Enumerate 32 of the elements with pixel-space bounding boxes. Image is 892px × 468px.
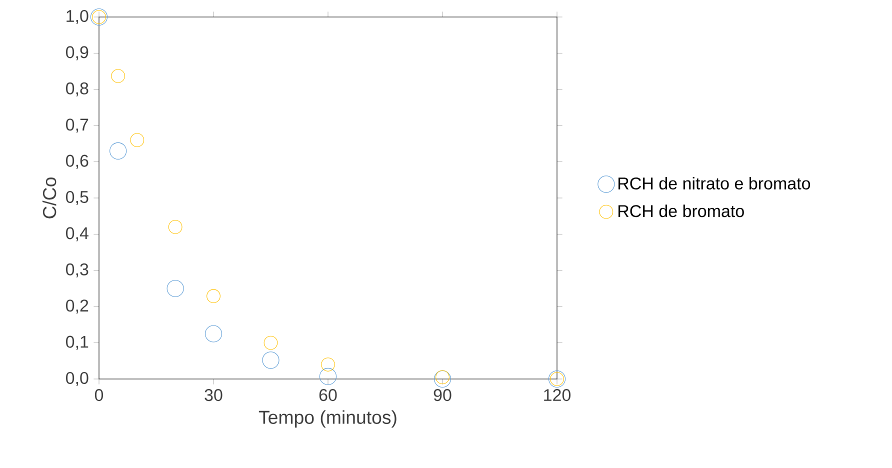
point	[130, 133, 144, 148]
point	[321, 358, 335, 372]
y-tick-label: 0,4	[66, 227, 88, 242]
point	[262, 352, 280, 369]
point	[436, 370, 450, 384]
x-tick-label: 60	[319, 389, 337, 402]
point	[168, 220, 182, 234]
point	[111, 69, 126, 83]
x-tick-label: 0	[94, 389, 104, 402]
y-tick-label: 0,7	[66, 118, 88, 133]
y-axis-title: C/Co	[42, 178, 56, 218]
legend-label: RCH de bromato	[618, 204, 744, 218]
x-axis-title: Tempo (minutos)	[258, 410, 396, 428]
x-tick-label: 90	[434, 389, 452, 402]
point	[206, 289, 220, 304]
point	[204, 325, 222, 342]
y-tick-label: 0,9	[66, 46, 88, 60]
y-tick-label: 0,5	[66, 190, 88, 206]
y-tick-label: 0,3	[66, 263, 88, 278]
point	[110, 142, 127, 160]
y-tick-label: 0,8	[66, 82, 88, 96]
x-tick-label: 30	[204, 389, 222, 402]
point	[264, 336, 278, 350]
legend-label: RCH de nitrato e bromato	[618, 177, 810, 190]
x-tick-label: 120	[544, 389, 571, 402]
point	[319, 368, 337, 386]
y-tick-label: 0,2	[66, 300, 88, 314]
y-tick-label: 0,1	[66, 336, 88, 350]
point	[166, 280, 184, 298]
y-tick-label: 0,0	[66, 372, 88, 386]
y-tick-label: 1,0	[66, 10, 88, 24]
y-tick-label: 0,6	[66, 154, 88, 169]
